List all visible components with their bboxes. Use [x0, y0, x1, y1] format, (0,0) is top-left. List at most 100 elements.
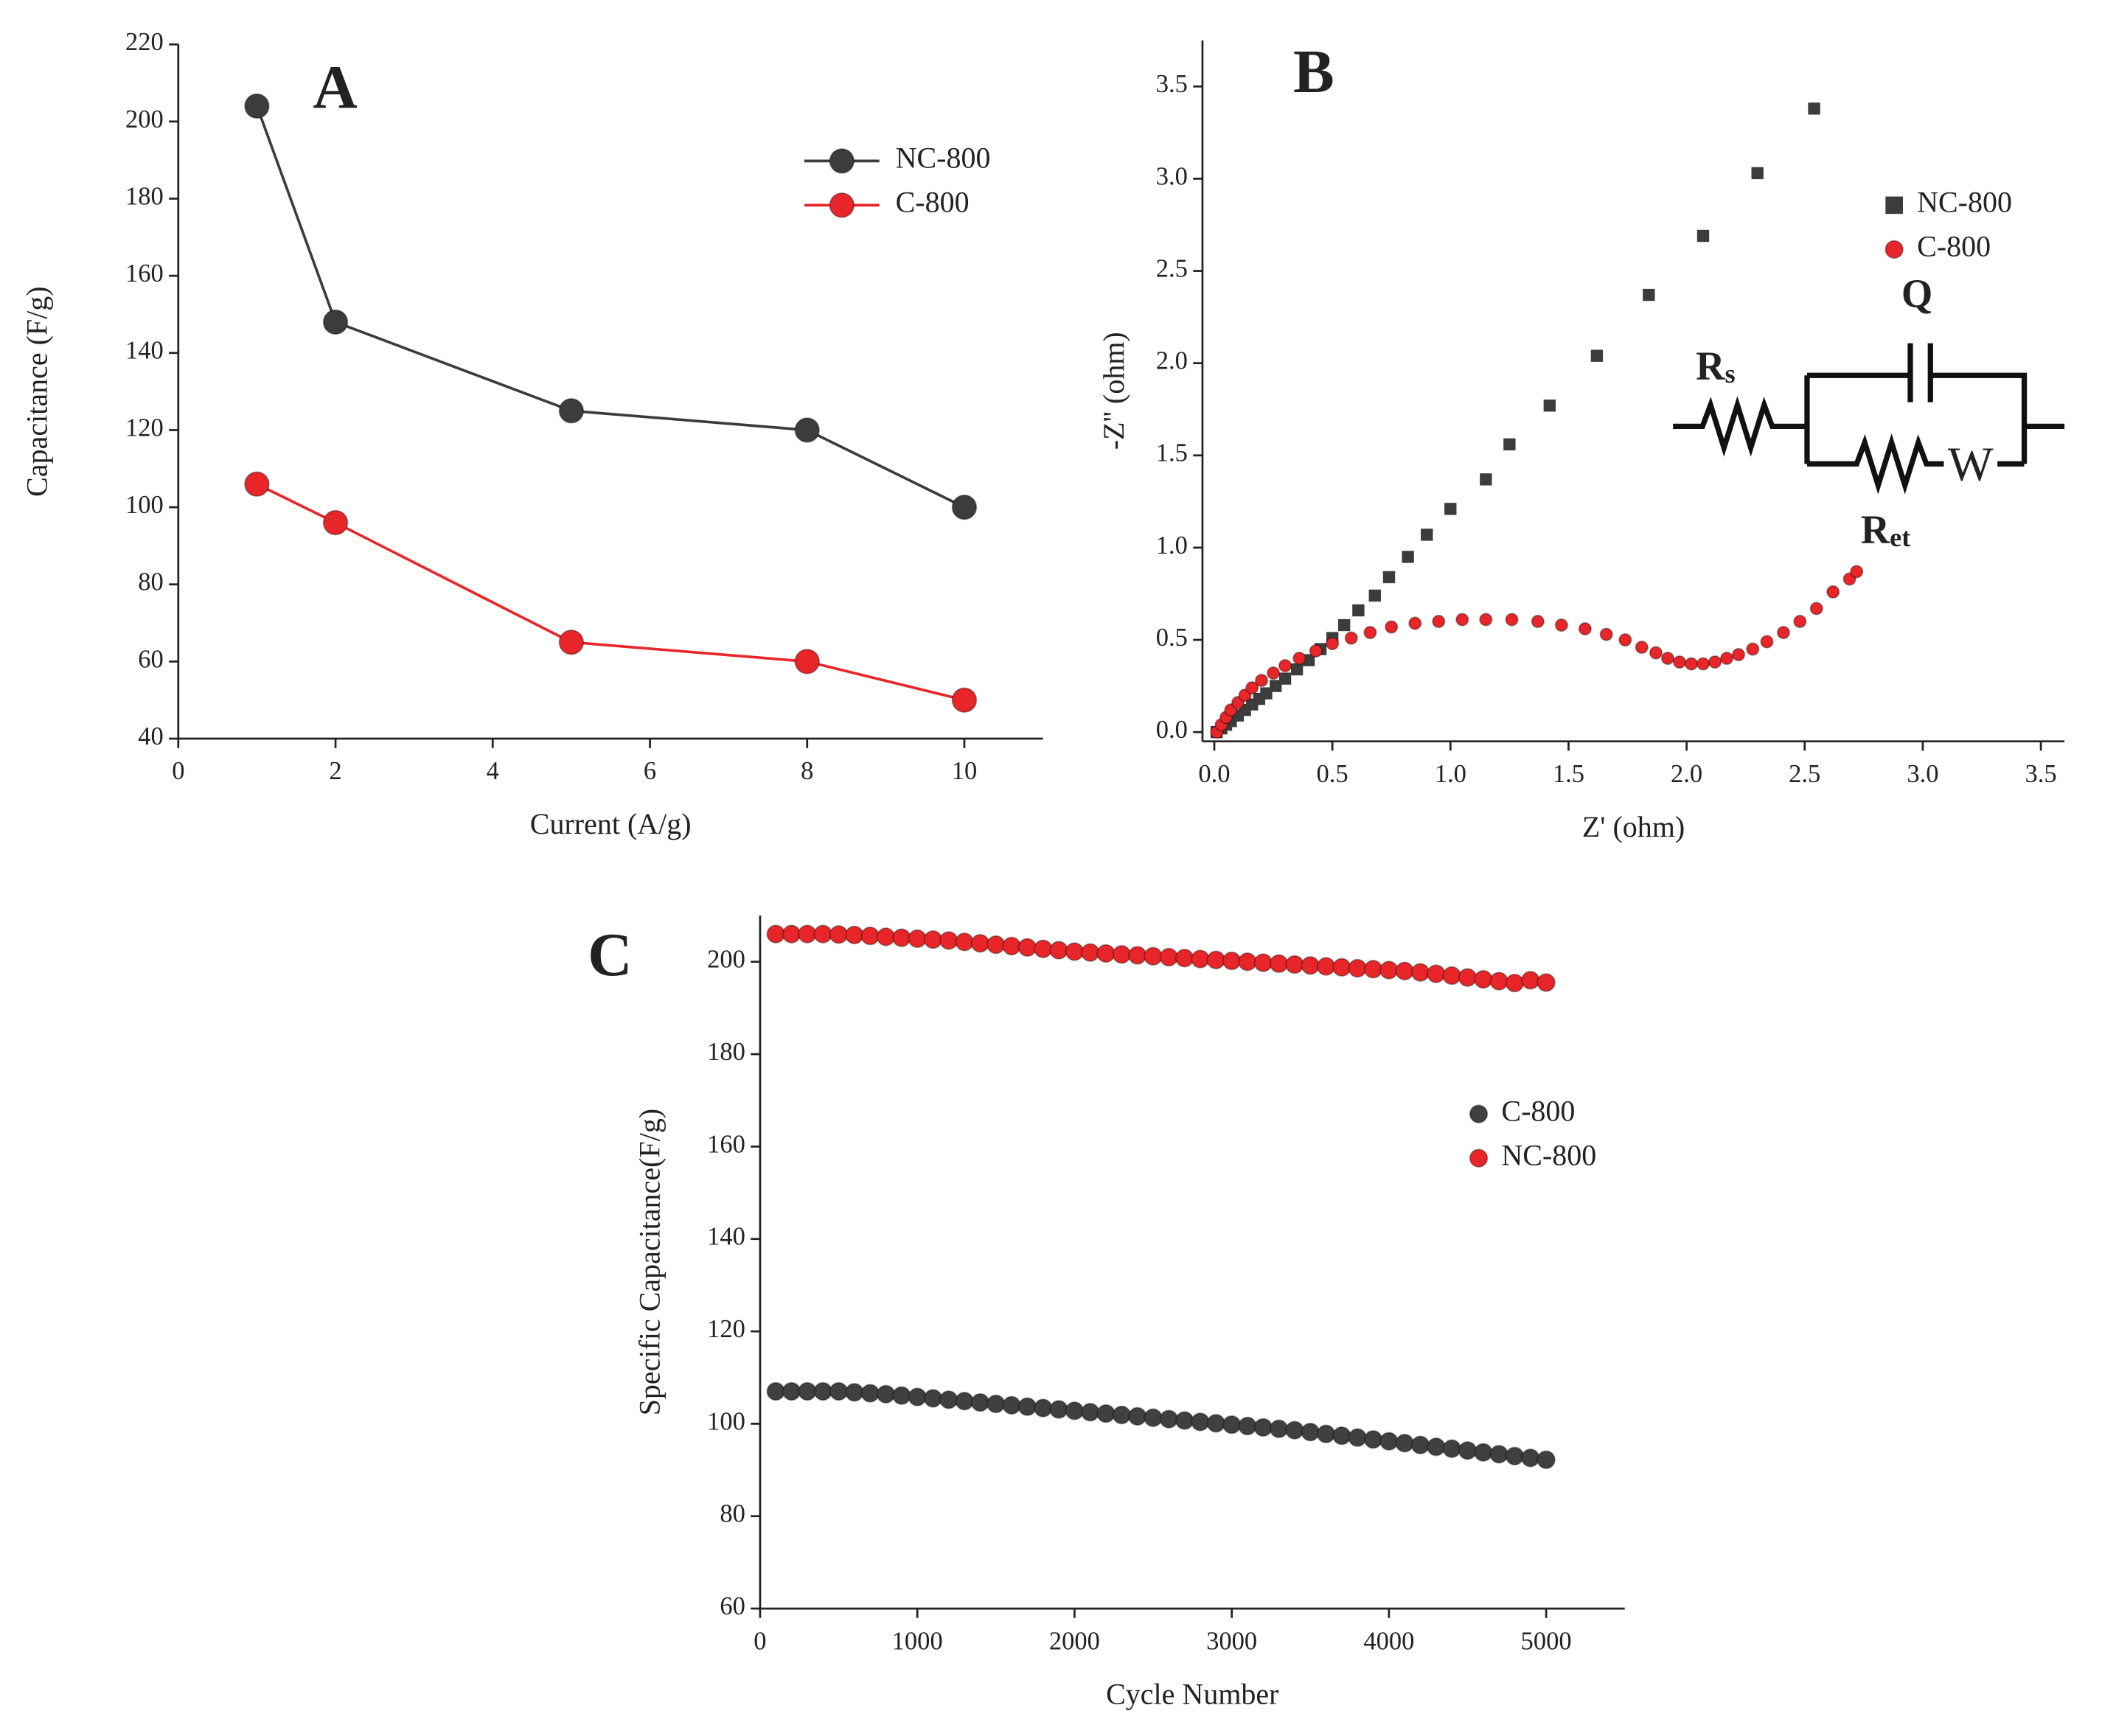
point [1269, 1419, 1289, 1439]
point [1521, 1449, 1540, 1468]
line [256, 483, 965, 702]
point [1469, 1148, 1489, 1168]
x-axis-label: Cycle Number [1106, 1677, 1278, 1710]
x-tick-label: 2.0 [1671, 760, 1702, 788]
point [1112, 1405, 1132, 1425]
point [1442, 1439, 1461, 1458]
point [1112, 944, 1132, 964]
x-tick-label: 0.0 [1198, 760, 1230, 788]
point [1444, 503, 1457, 515]
point [1363, 625, 1377, 640]
point [1266, 666, 1281, 680]
point [1096, 1404, 1116, 1423]
circuit-label-main: R [1861, 506, 1890, 551]
point [1363, 960, 1383, 979]
point [1521, 971, 1540, 990]
point [244, 471, 270, 497]
point [908, 1387, 927, 1406]
point [1696, 229, 1710, 243]
x-tick-label: 3000 [1206, 1627, 1257, 1655]
point [1458, 1441, 1478, 1460]
point [1885, 196, 1903, 215]
point [1432, 614, 1446, 629]
legend-label: C-800 [896, 186, 970, 219]
legend-label: NC-800 [896, 142, 991, 175]
point [794, 417, 821, 443]
point [860, 1384, 880, 1403]
point [1269, 954, 1289, 973]
point [1049, 941, 1068, 960]
x-tick-label: 6 [644, 757, 656, 785]
x-axis-label: Z' (ohm) [1582, 810, 1685, 843]
point [892, 928, 911, 947]
y-tick-label: 0.5 [1156, 624, 1188, 652]
point [1238, 1416, 1257, 1436]
point [322, 309, 349, 335]
x-tick-label: 1.0 [1435, 760, 1466, 788]
point [1332, 1426, 1351, 1446]
point [1760, 635, 1774, 649]
point [1206, 1414, 1226, 1433]
point [1503, 438, 1516, 450]
circuit-wire [1930, 372, 2028, 464]
point [892, 1386, 911, 1405]
point [1379, 1432, 1399, 1451]
point [1505, 973, 1525, 993]
point [1402, 551, 1414, 563]
x-tick-label: 2000 [1049, 1627, 1100, 1655]
point [1660, 651, 1675, 666]
x-axis-label: Current (A/g) [530, 807, 692, 840]
point [813, 1381, 832, 1401]
point [1474, 969, 1493, 989]
line [255, 105, 965, 509]
point [766, 924, 785, 944]
point [1395, 961, 1414, 980]
point [1708, 655, 1722, 669]
point [1808, 102, 1820, 115]
point [1080, 943, 1100, 962]
point [1543, 400, 1556, 412]
point [876, 927, 896, 947]
point [1427, 964, 1446, 983]
panel-label: B [1293, 38, 1334, 106]
point [1301, 956, 1320, 975]
y-tick-label: 60 [138, 645, 164, 673]
point [1480, 473, 1492, 486]
point [1469, 1104, 1489, 1123]
point [986, 935, 1006, 955]
point [322, 509, 349, 536]
y-tick-label: 100 [125, 491, 164, 519]
y-tick-label: 40 [138, 722, 164, 750]
point [1285, 1420, 1304, 1440]
point [1458, 968, 1478, 987]
circuit-wire [1806, 433, 1944, 495]
y-tick-label: 200 [707, 946, 745, 974]
legend-label: NC-800 [1917, 186, 2012, 219]
point [1017, 938, 1037, 958]
point [1455, 613, 1469, 627]
point [1080, 1403, 1100, 1422]
point [782, 924, 801, 944]
point [1427, 1437, 1446, 1457]
point [1672, 655, 1687, 669]
panel-label: A [313, 54, 357, 122]
point [1696, 657, 1711, 671]
point [1649, 646, 1663, 660]
point [1002, 1395, 1021, 1415]
point [1270, 680, 1282, 692]
point [1344, 631, 1358, 645]
point [1017, 1397, 1037, 1416]
point [1278, 658, 1292, 673]
circuit-label: Rs [1696, 344, 1736, 389]
point [1301, 1422, 1320, 1442]
point [1222, 1415, 1242, 1435]
point [1643, 288, 1655, 301]
y-axis-label: -Z'' (ohm) [1097, 332, 1130, 450]
x-tick-label: 0 [754, 1627, 766, 1655]
point [1127, 946, 1147, 965]
point [1635, 640, 1649, 655]
legend-label: NC-800 [1501, 1138, 1596, 1171]
point [798, 924, 817, 944]
point [1174, 1411, 1194, 1430]
